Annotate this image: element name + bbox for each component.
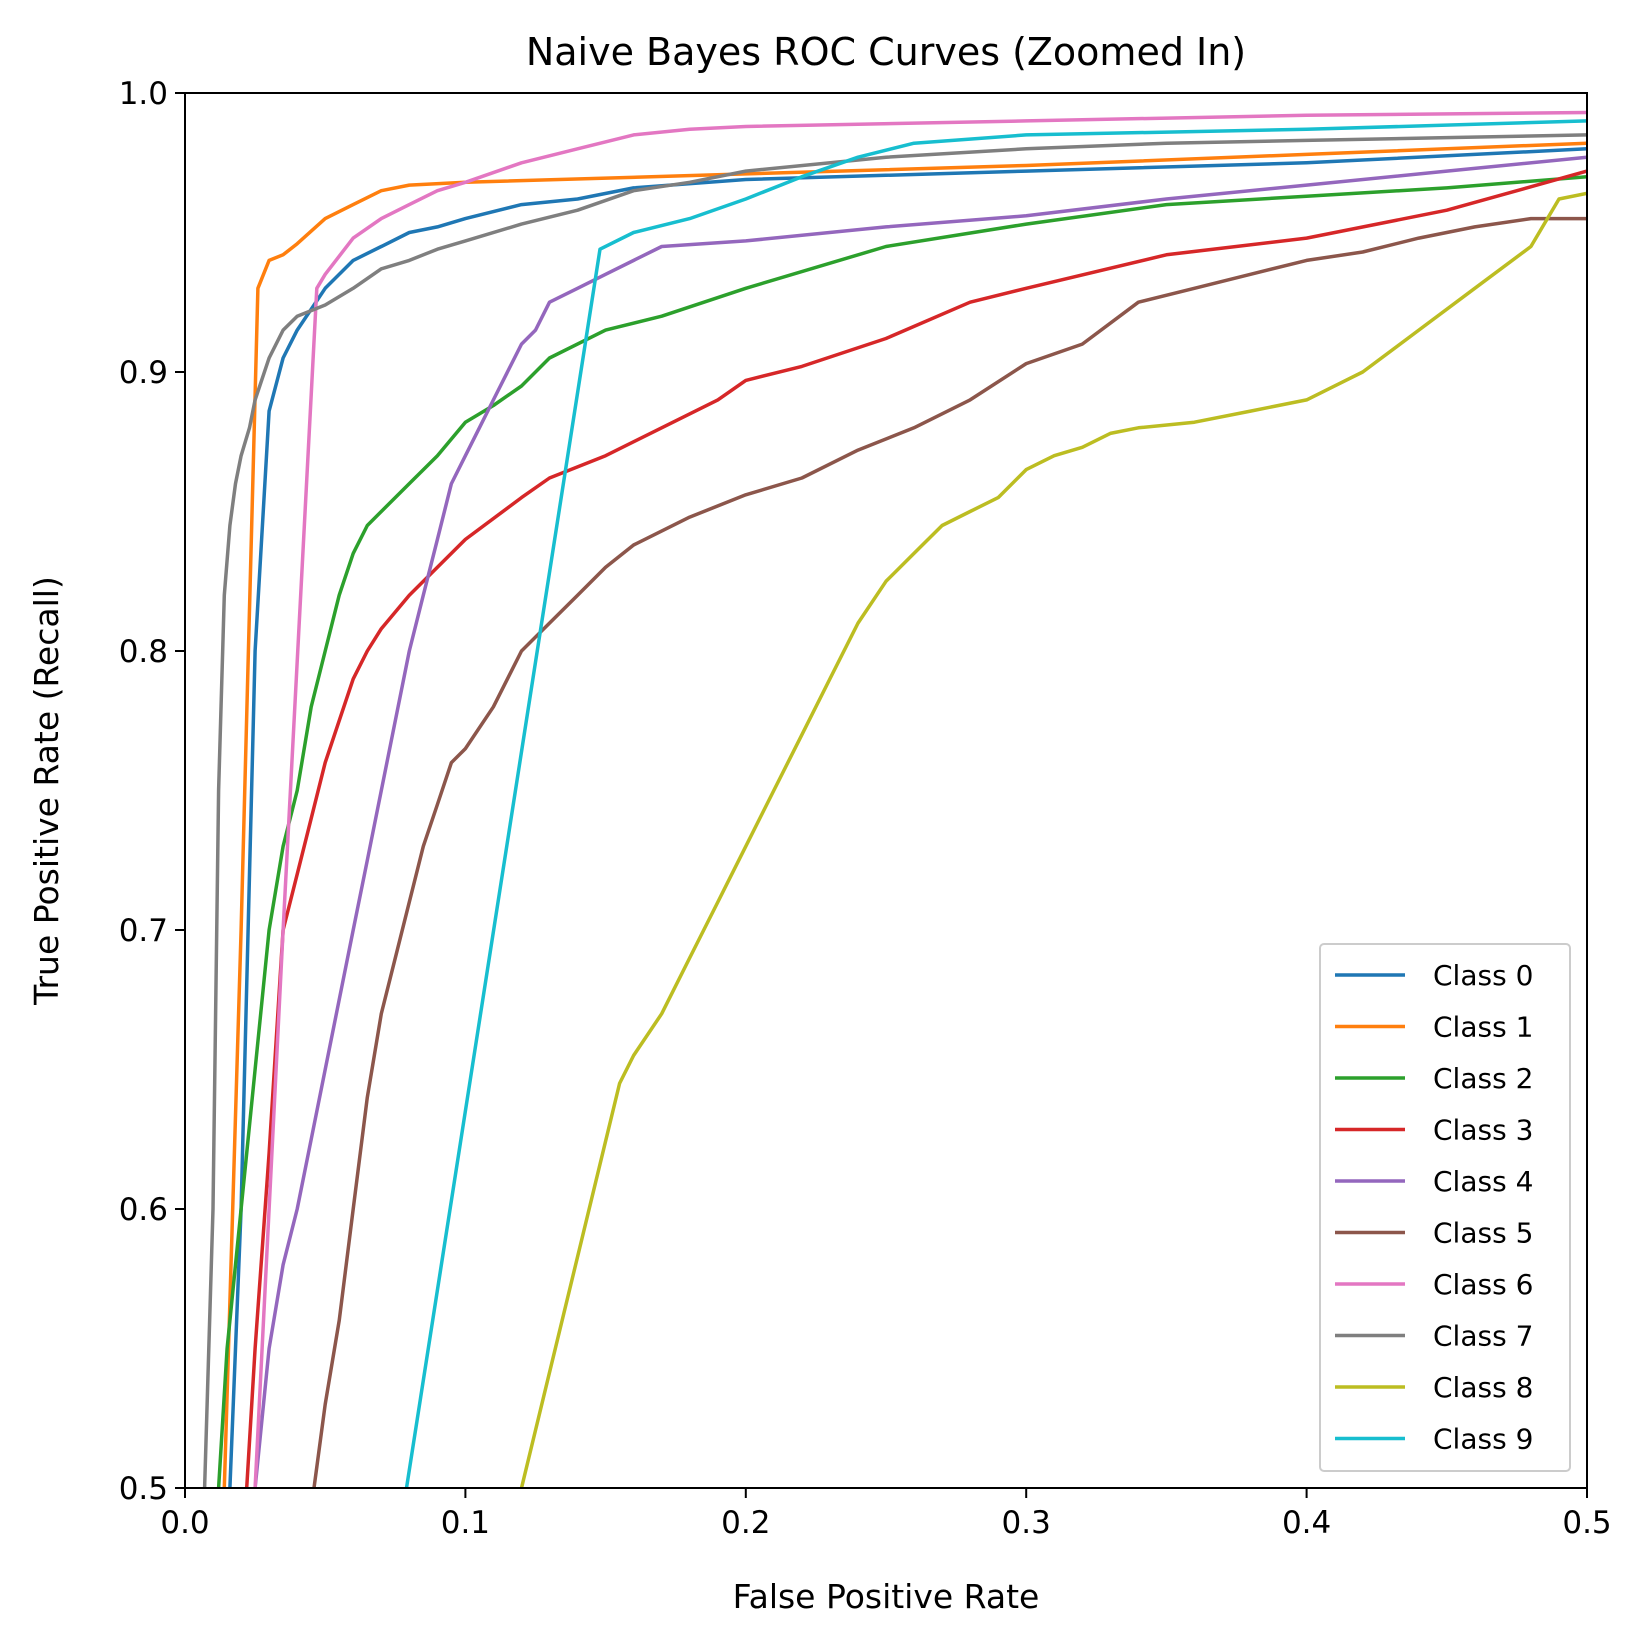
y-tick-label: 0.7: [119, 913, 168, 949]
legend-label: Class 5: [1433, 1217, 1533, 1250]
y-axis-label: True Positive Rate (Recall): [27, 576, 66, 1006]
series-line-class-5: [312, 216, 1587, 1488]
series-line-class-7: [202, 133, 1587, 1488]
x-tick-label: 0.2: [721, 1505, 770, 1541]
legend-label: Class 4: [1433, 1165, 1533, 1198]
legend-label: Class 9: [1433, 1423, 1533, 1456]
y-tick-label: 0.5: [119, 1471, 168, 1507]
x-axis-label: False Positive Rate: [733, 1577, 1040, 1616]
x-tick-label: 0.5: [1562, 1505, 1611, 1541]
series-line-class-1: [222, 141, 1587, 1488]
axis-ticks: 0.0 0.1 0.2 0.3 0.4 0.5 0.5 0.6 0.7 0.8 0.9 1.0: [119, 76, 1612, 1541]
chart-title: Naive Bayes ROC Curves (Zoomed In): [526, 30, 1246, 74]
legend-label: Class 8: [1433, 1371, 1533, 1404]
y-tick-label: 1.0: [119, 76, 168, 112]
legend-label: Class 3: [1433, 1114, 1533, 1147]
legend-label: Class 7: [1433, 1320, 1533, 1353]
legend-label: Class 0: [1433, 959, 1533, 992]
y-tick-label: 0.6: [119, 1192, 168, 1228]
series-line-class-8: [519, 191, 1587, 1488]
series-line-class-3: [244, 169, 1587, 1488]
x-tick-label: 0.0: [160, 1505, 209, 1541]
x-tick-label: 0.1: [441, 1505, 490, 1541]
legend-box: [1319, 943, 1571, 1472]
series-line-class-2: [216, 174, 1587, 1488]
axes-frame: [184, 92, 1588, 1489]
legend: Class 0 Class 1 Class 2 Class 3 Class 4 Class…: [1319, 943, 1571, 1472]
series-line-class-0: [228, 147, 1587, 1488]
y-tick-label: 0.8: [119, 634, 168, 670]
legend-label: Class 6: [1433, 1268, 1533, 1301]
series-line-class-6: [253, 110, 1587, 1488]
legend-label: Class 2: [1433, 1062, 1533, 1095]
plot-area: [202, 110, 1587, 1488]
x-tick-label: 0.4: [1282, 1505, 1331, 1541]
series-line-class-4: [253, 155, 1587, 1488]
series-line-class-9: [404, 119, 1587, 1488]
y-tick-label: 0.9: [119, 355, 168, 391]
legend-label: Class 1: [1433, 1011, 1533, 1044]
x-tick-label: 0.3: [1002, 1505, 1051, 1541]
